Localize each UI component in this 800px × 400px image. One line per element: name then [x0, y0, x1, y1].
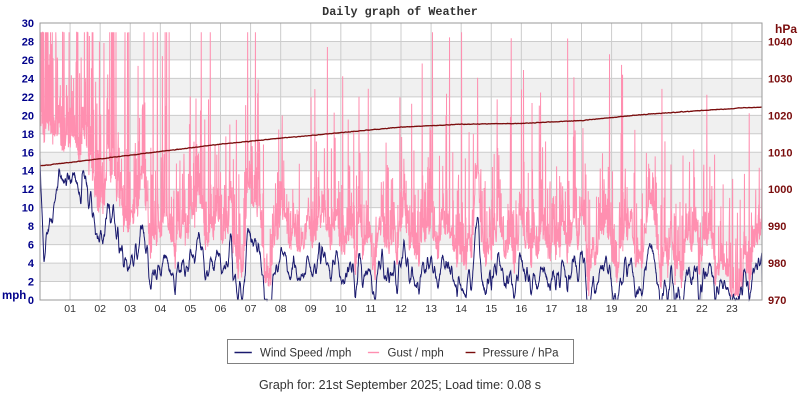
svg-text:12: 12 — [22, 184, 34, 196]
svg-text:mph: mph — [2, 290, 26, 302]
svg-text:15: 15 — [485, 303, 497, 315]
svg-text:Gust / mph: Gust / mph — [388, 348, 444, 360]
svg-text:980: 980 — [768, 258, 786, 270]
svg-text:01: 01 — [64, 303, 76, 315]
svg-text:18: 18 — [576, 303, 588, 315]
svg-text:20: 20 — [22, 110, 34, 122]
svg-text:24: 24 — [22, 73, 35, 85]
svg-text:18: 18 — [22, 129, 34, 141]
svg-text:06: 06 — [215, 303, 227, 315]
svg-text:02: 02 — [94, 303, 106, 315]
svg-text:22: 22 — [22, 92, 34, 104]
svg-text:Pressure / hPa: Pressure / hPa — [483, 348, 560, 360]
svg-text:1030: 1030 — [768, 73, 792, 85]
svg-text:26: 26 — [22, 55, 34, 67]
svg-text:03: 03 — [124, 303, 136, 315]
svg-text:07: 07 — [245, 303, 257, 315]
svg-text:05: 05 — [185, 303, 197, 315]
svg-text:08: 08 — [275, 303, 287, 315]
svg-text:23: 23 — [726, 303, 738, 315]
svg-text:6: 6 — [28, 240, 34, 252]
svg-text:09: 09 — [305, 303, 317, 315]
svg-text:970: 970 — [768, 295, 786, 307]
svg-text:13: 13 — [425, 303, 437, 315]
svg-text:2: 2 — [28, 277, 34, 289]
svg-text:12: 12 — [395, 303, 407, 315]
svg-text:16: 16 — [515, 303, 527, 315]
svg-text:1010: 1010 — [768, 147, 792, 159]
svg-text:hPa: hPa — [775, 22, 797, 36]
svg-text:1020: 1020 — [768, 110, 792, 122]
svg-text:14: 14 — [22, 166, 35, 178]
svg-text:4: 4 — [28, 258, 35, 270]
svg-text:Wind Speed /mph: Wind Speed /mph — [260, 348, 351, 360]
svg-text:10: 10 — [335, 303, 347, 315]
svg-text:10: 10 — [22, 203, 34, 215]
svg-text:11: 11 — [365, 303, 376, 315]
svg-text:20: 20 — [636, 303, 648, 315]
svg-text:21: 21 — [666, 303, 678, 315]
svg-text:14: 14 — [455, 303, 467, 315]
svg-text:1040: 1040 — [768, 36, 792, 48]
svg-text:8: 8 — [28, 221, 34, 233]
svg-text:30: 30 — [22, 18, 34, 30]
svg-text:17: 17 — [546, 303, 558, 315]
svg-text:04: 04 — [154, 303, 166, 315]
svg-text:28: 28 — [22, 36, 34, 48]
svg-text:990: 990 — [768, 221, 786, 233]
svg-text:0: 0 — [28, 295, 34, 307]
svg-text:1000: 1000 — [768, 184, 792, 196]
svg-text:22: 22 — [696, 303, 708, 315]
svg-text:16: 16 — [22, 147, 34, 159]
svg-text:19: 19 — [606, 303, 618, 315]
